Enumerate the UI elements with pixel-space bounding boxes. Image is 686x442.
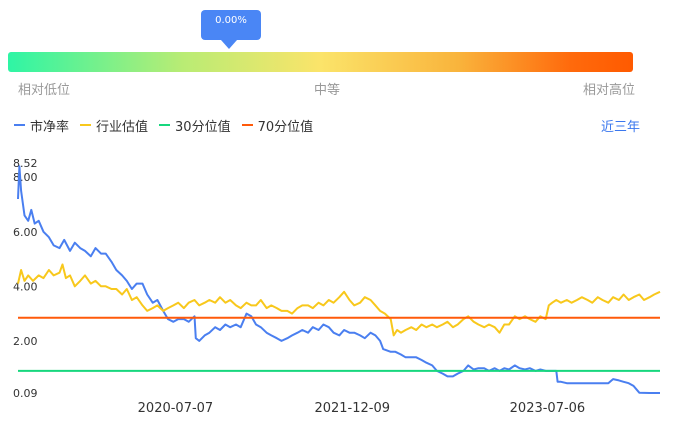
x-tick-label: 2021-12-09	[314, 401, 390, 416]
period-selector-link[interactable]: 近三年	[600, 120, 640, 135]
tooltip-pointer	[221, 40, 237, 49]
legend-swatch-p30	[159, 124, 171, 126]
legend-swatch-pb	[14, 124, 25, 126]
legend-label-industry: 行业估值	[96, 119, 149, 135]
legend-item-p70[interactable]: 70分位值	[241, 116, 314, 135]
y-tick-label: 0.09	[13, 387, 38, 400]
y-tick-label: 4.00	[13, 280, 38, 293]
chart-legend: 市净率 行业估值 30分位值 70分位值	[14, 116, 324, 135]
y-tick-label: 8.00	[13, 171, 38, 184]
legend-item-pb[interactable]: 市净率	[14, 116, 69, 135]
series-line-pb	[17, 165, 660, 394]
y-tick-label: 2.00	[13, 335, 38, 348]
y-tick-label: 8.52	[13, 157, 38, 170]
legend-item-industry[interactable]: 行业估值	[80, 116, 148, 135]
valuation-level-bar	[8, 52, 633, 72]
x-tick-label: 2023-07-06	[510, 401, 586, 416]
legend-label-pb: 市净率	[30, 119, 70, 135]
level-mid-label: 中等	[314, 83, 341, 98]
legend-label-p30: 30分位值	[175, 119, 231, 135]
legend-label-p70: 70分位值	[257, 119, 314, 135]
series-line-industry	[17, 263, 661, 337]
level-low-label: 相对低位	[18, 83, 71, 98]
legend-swatch-industry	[80, 124, 92, 126]
x-tick-label: 2020-07-07	[138, 401, 214, 416]
tooltip-value: 0.00%	[215, 15, 247, 26]
legend-swatch-p70	[241, 124, 253, 126]
y-tick-label: 6.00	[13, 226, 38, 239]
level-high-label: 相对高位	[583, 83, 636, 98]
legend-item-p30[interactable]: 30分位值	[159, 116, 231, 135]
percentile-tooltip: 0.00%	[201, 10, 261, 40]
